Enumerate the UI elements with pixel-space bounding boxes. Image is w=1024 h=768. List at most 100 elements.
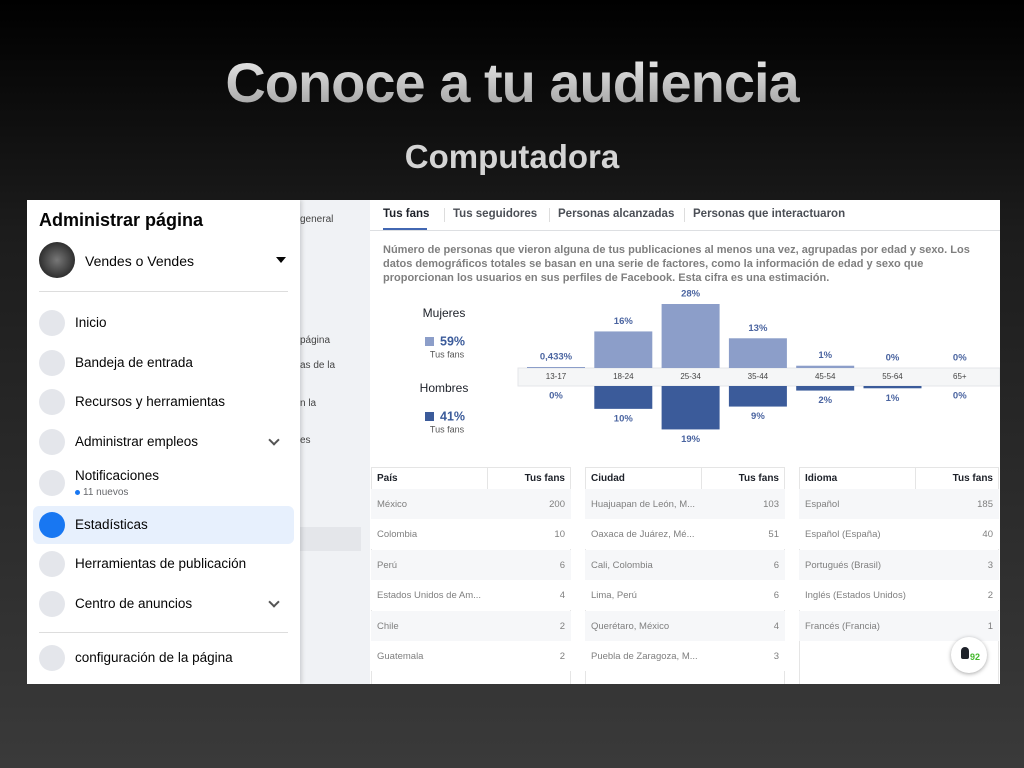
badge-count: 92 [970, 652, 981, 662]
menu-item[interactable]: configuración de la página [75, 650, 233, 665]
table-cell: México [377, 499, 408, 510]
table-cell: 4 [559, 590, 565, 602]
table-row [371, 519, 571, 550]
table-cell: 6 [773, 590, 779, 602]
table-cell: Puebla de Zaragoza, M... [591, 651, 698, 662]
menu-item[interactable]: Herramientas de publicación [75, 556, 247, 571]
table-cell: 2 [987, 590, 993, 602]
menu-item[interactable]: Centro de anuncios [75, 596, 193, 611]
value-label: 0% [953, 353, 967, 364]
table-cell: Portugués (Brasil) [805, 559, 882, 571]
x-tick-label: 45-54 [815, 372, 836, 381]
table-row [371, 580, 571, 611]
background-column [300, 200, 370, 684]
bar [661, 386, 720, 430]
table-cell: 185 [977, 499, 993, 510]
value-label: 9% [751, 411, 765, 422]
table-row [371, 489, 571, 519]
table-row [585, 489, 785, 519]
table-row [799, 580, 999, 611]
tab[interactable]: Tus seguidores [453, 208, 538, 220]
value-label: 10% [614, 413, 634, 424]
table-header: Tus fans [952, 473, 993, 484]
table-row [585, 641, 785, 671]
x-tick-label: 25-34 [680, 372, 701, 381]
tab-divider [444, 208, 445, 222]
tab-divider [684, 208, 685, 222]
table-header: Idioma [805, 473, 838, 484]
separator [39, 291, 288, 292]
bar [728, 386, 787, 407]
table-cell: 10 [554, 529, 565, 541]
table-cell: 40 [982, 529, 993, 541]
menu-icon [39, 389, 65, 415]
table-cell: 6 [773, 559, 779, 571]
value-label: 1% [818, 350, 832, 361]
table-cell: 2 [559, 651, 565, 662]
value-label: 28% [681, 289, 701, 300]
table-header-divider [701, 467, 702, 489]
table-cell: Español [805, 499, 840, 510]
bar [863, 386, 922, 389]
menu-item[interactable]: Bandeja de entrada [75, 355, 193, 370]
legend-caption: Tus fans [430, 424, 465, 434]
table-row [371, 641, 571, 671]
table-row [799, 549, 999, 580]
badge-icon [961, 647, 969, 659]
bar [527, 367, 585, 368]
menu-icon [39, 350, 65, 376]
tab-divider [549, 208, 550, 222]
menu-item[interactable]: Estadísticas [75, 517, 148, 532]
x-tick-label: 13-17 [546, 372, 567, 381]
table-row [585, 610, 785, 641]
menu-icon [39, 512, 65, 538]
sidebar-title: Administrar página [39, 210, 204, 230]
table-row [371, 610, 571, 641]
page-name[interactable]: Vendes o Vendes [85, 253, 194, 269]
demographics-chart: 13-17 0,433% 0% 18-24 16% 10% 25-34 28% 19% 35-44… [420, 289, 1000, 445]
value-label: 16% [614, 316, 634, 327]
tab[interactable]: Tus fans [383, 208, 430, 220]
menu-item[interactable]: Recursos y herramientas [75, 394, 226, 409]
x-tick-label: 65+ [953, 372, 967, 381]
table-header: Ciudad [591, 473, 625, 484]
table-cell: 103 [763, 499, 779, 510]
legend-caption: Tus fans [430, 349, 465, 359]
badge[interactable] [951, 637, 987, 673]
x-tick-label: 55-64 [882, 372, 903, 381]
menu-item[interactable]: Inicio [75, 315, 107, 330]
table-cell: 2 [559, 620, 565, 632]
bar [796, 365, 855, 368]
table-cell: Guatemala [377, 651, 424, 662]
description: Número de personas que vieron alguna de … [383, 244, 970, 284]
table-cell: Lima, Perú [591, 590, 637, 602]
bar [661, 304, 720, 368]
slide-title: Conoce a tu audiencia [0, 50, 1024, 115]
menu-item[interactable]: Administrar empleos [75, 434, 199, 449]
table-cell: Cali, Colombia [591, 559, 653, 571]
table-cell: 3 [773, 651, 779, 662]
menu-icon [39, 310, 65, 336]
background-text: página [300, 335, 331, 346]
sidebar [27, 200, 300, 684]
legend-share: 41% [440, 409, 465, 423]
x-tick-label: 35-44 [748, 372, 769, 381]
value-label: 0% [549, 391, 563, 402]
table-row [371, 549, 571, 580]
x-tick-label: 18-24 [613, 372, 634, 381]
legend-swatch [425, 337, 434, 346]
table-cell: 200 [549, 499, 565, 510]
tab-underline [383, 228, 427, 230]
background-text: n la [300, 398, 317, 409]
menu-item[interactable]: Notificaciones [75, 468, 160, 483]
table-row [799, 489, 999, 519]
tab[interactable]: Personas alcanzadas [558, 208, 675, 220]
value-label: 0% [886, 353, 900, 364]
table-header-divider [487, 467, 488, 489]
value-label: 0% [953, 391, 967, 402]
menu-icon [39, 645, 65, 671]
background-text: general [300, 214, 334, 225]
table-cell: 3 [987, 559, 993, 571]
avatar [39, 242, 75, 278]
tab[interactable]: Personas que interactuaron [693, 208, 846, 220]
